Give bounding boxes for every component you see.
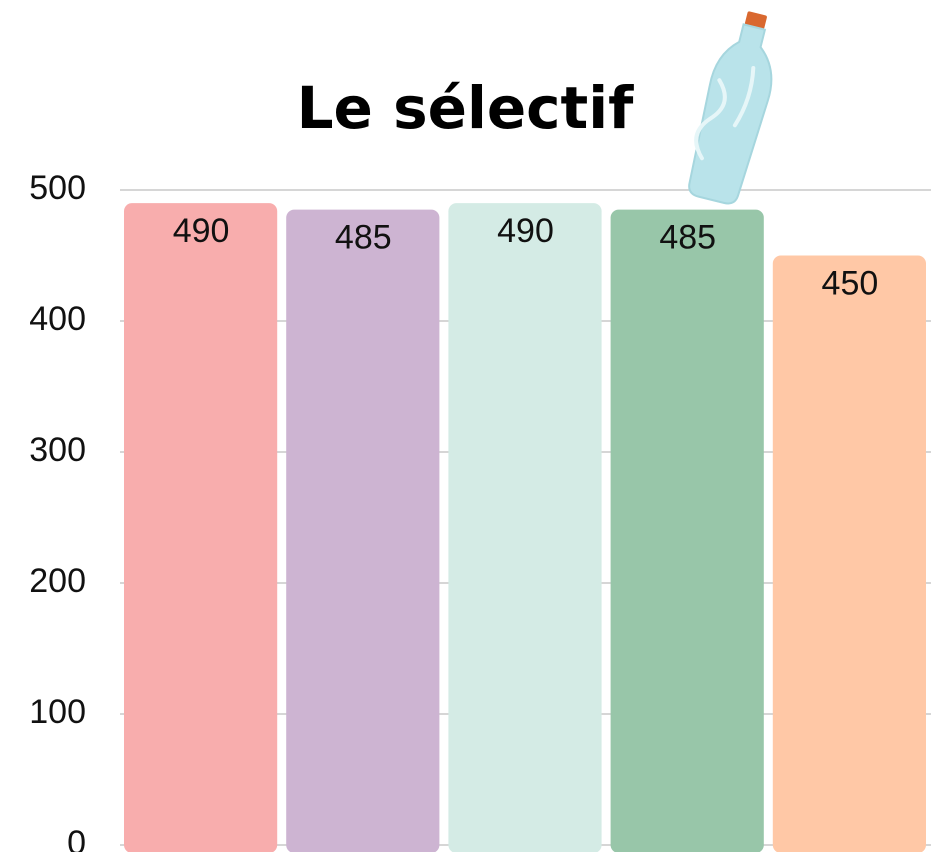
- bottle-icon: [688, 11, 773, 205]
- bar: [610, 209, 764, 852]
- bar: [124, 203, 278, 852]
- y-tick-label: 400: [29, 300, 86, 338]
- bar: [286, 209, 440, 852]
- y-tick-label: 500: [29, 169, 86, 207]
- bars: [124, 203, 926, 852]
- value-label: 490: [497, 212, 554, 250]
- value-label: 490: [173, 212, 230, 250]
- chart-title: Le sélectif: [297, 74, 635, 142]
- y-tick-label: 100: [29, 693, 86, 731]
- value-label: 485: [335, 219, 392, 257]
- y-tick-label: 200: [29, 562, 86, 600]
- bar: [448, 203, 602, 852]
- bar: [772, 255, 926, 852]
- value-label: 485: [659, 219, 716, 257]
- y-tick-label: 0: [67, 824, 86, 852]
- value-label: 450: [822, 264, 879, 302]
- y-tick-label: 300: [29, 431, 86, 469]
